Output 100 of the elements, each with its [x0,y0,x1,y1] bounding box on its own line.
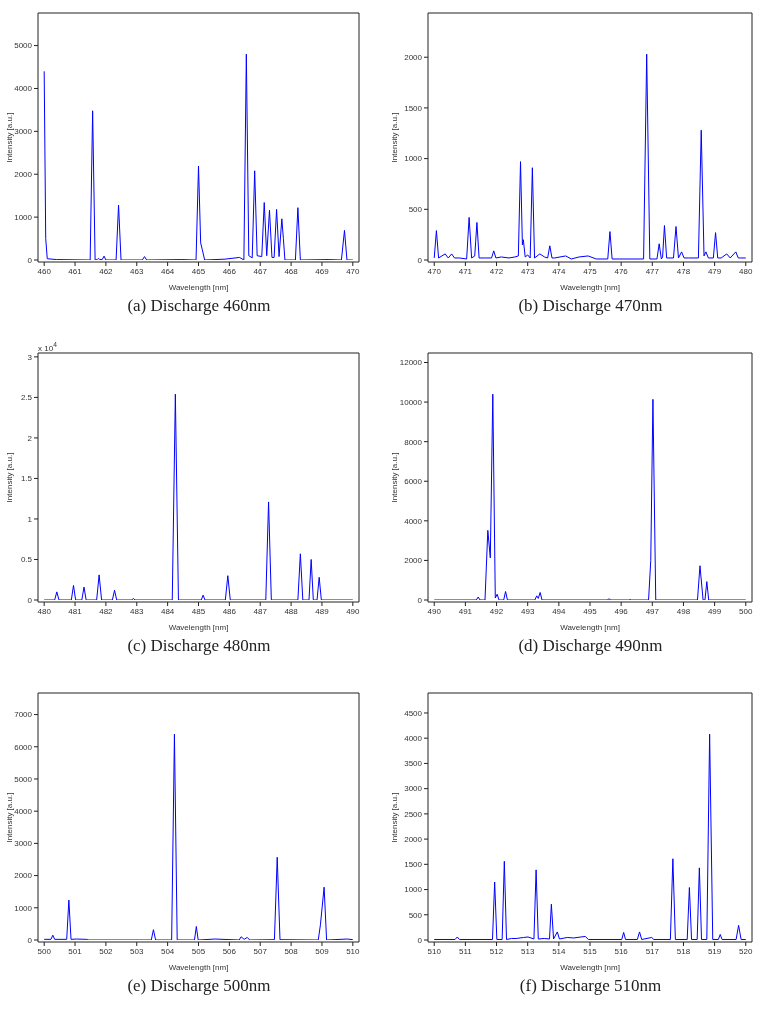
x-tick-label: 470 [427,266,442,276]
x-tick-label: 520 [739,946,753,956]
x-tick-label: 470 [346,266,361,276]
x-tick-label: 500 [739,606,753,616]
y-tick-label: 4000 [14,807,33,817]
x-axis-title: Wavelength [nm] [560,963,620,972]
y-tick-label: 1 [27,514,33,524]
y-tick-label: 2500 [404,809,423,819]
x-tick-label: 514 [552,946,567,956]
y-tick-label: 3000 [14,127,33,137]
x-tick-label: 489 [315,606,330,616]
text: (a) Discharge 460nm [126,296,272,316]
y-axis-title: Intensity [a.u.] [389,792,399,843]
x-tick-label: 464 [160,266,175,276]
y-axis-title: Intensity [a.u.] [4,792,14,843]
x-tick-label: 509 [315,946,330,956]
x-tick-label: 488 [284,606,299,616]
y-tick-label: 4000 [404,516,423,526]
y-tick-label: 2000 [404,556,423,566]
y-tick-label: 1500 [404,103,423,113]
x-tick-label: 482 [99,606,114,616]
x-tick-label: 481 [68,606,83,616]
y-axis-title: Intensity [a.u.] [4,112,14,163]
text: (f) Discharge 510nm [518,976,663,996]
y-tick-label: 4500 [404,708,423,718]
x-tick-label: 492 [489,606,504,616]
y-tick-label: 1000 [404,885,423,895]
line-series [43,393,354,600]
x-tick-label: 499 [707,606,722,616]
x-tick-label: 498 [676,606,691,616]
x-axis-title: Wavelength [nm] [168,623,229,632]
x-tick-label: 510 [427,946,442,956]
y-tick-label: 0 [417,255,423,265]
x-tick-label: 476 [614,266,629,276]
x-tick-label: 480 [37,606,52,616]
x-tick-label: 479 [707,266,722,276]
x-axis-title: Wavelength [nm] [168,963,229,972]
x-tick-label: 461 [68,266,83,276]
x-tick-label: 484 [160,606,175,616]
x-tick-label: 486 [222,606,237,616]
x-tick-label: 510 [346,946,361,956]
x-axis-title: Wavelength [nm] [560,623,620,632]
y-tick-label: 5000 [14,774,33,784]
y-tick-label: 2000 [404,834,423,844]
x-tick-label: 501 [68,946,83,956]
y-axis-title: Intensity [a.u.] [389,452,399,503]
x-tick-label: 480 [739,266,753,276]
x-tick-label: 467 [253,266,268,276]
y-tick-label: 6000 [14,742,33,752]
y-tick-label: 2000 [14,170,33,180]
y-tick-label: 5000 [14,41,33,51]
y-tick-label: 3000 [404,784,423,794]
y-tick-label: 500 [408,910,423,920]
line-series [43,53,354,260]
x-tick-label: 485 [191,606,206,616]
x-tick-label: 515 [583,946,598,956]
x-tick-label: 475 [583,266,598,276]
x-tick-label: 483 [130,606,144,616]
x-tick-label: 518 [676,946,691,956]
y-tick-label: 7000 [14,710,33,720]
y-tick-label: 4000 [14,84,33,94]
y-tick-label: 2.5 [20,393,33,403]
text: x 10$^{4}$ [38,340,57,354]
x-tick-label: 474 [552,266,567,276]
y-tick-label: 2 [27,433,33,443]
x-tick-label: 517 [645,946,660,956]
x-tick-label: 487 [253,606,268,616]
line-series [433,733,747,940]
x-tick-label: 496 [614,606,629,616]
x-tick-label: 465 [191,266,206,276]
x-tick-label: 473 [521,266,535,276]
y-tick-label: 1000 [14,212,33,222]
x-tick-label: 497 [645,606,660,616]
x-tick-label: 516 [614,946,629,956]
y-tick-label: 4000 [404,734,423,744]
x-tick-label: 519 [707,946,722,956]
y-tick-label: 0 [27,935,33,945]
y-axis-title: Intensity [a.u.] [389,112,399,163]
y-tick-label: 500 [408,205,423,215]
y-tick-label: 1000 [14,903,33,913]
x-tick-label: 507 [253,946,268,956]
y-tick-label: 3000 [14,839,33,849]
line-series [433,393,747,600]
x-tick-label: 506 [222,946,237,956]
x-tick-label: 471 [458,266,473,276]
x-tick-label: 502 [99,946,114,956]
y-tick-label: 6000 [404,477,423,487]
x-tick-label: 478 [676,266,691,276]
y-tick-label: 2000 [14,871,33,881]
text: (d) Discharge 490nm [517,636,664,656]
y-tick-label: 12000 [399,358,423,368]
x-tick-label: 491 [458,606,473,616]
text: (e) Discharge 500nm [126,976,272,996]
x-tick-label: 472 [489,266,504,276]
x-tick-label: 462 [99,266,114,276]
y-axis-title: Intensity [a.u.] [4,452,14,503]
y-tick-label: 1000 [404,154,423,164]
x-axis-title: Wavelength [nm] [560,283,620,292]
x-tick-label: 508 [284,946,299,956]
x-tick-label: 500 [37,946,52,956]
